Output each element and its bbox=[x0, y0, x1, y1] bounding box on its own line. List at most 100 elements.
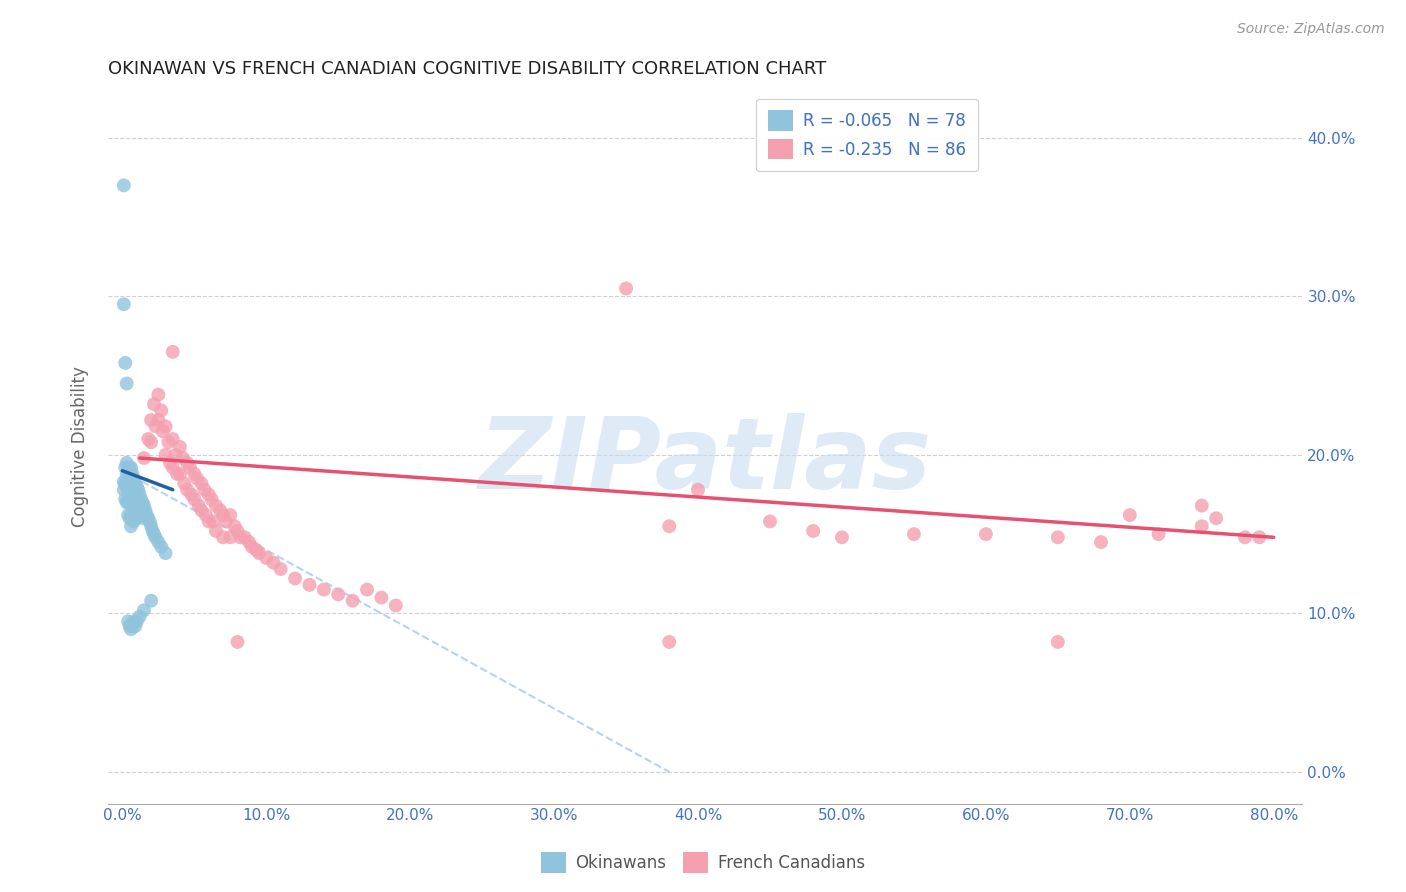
Point bbox=[121, 467, 143, 481]
Point bbox=[1191, 499, 1213, 513]
Point bbox=[121, 499, 143, 513]
Point bbox=[155, 448, 177, 462]
Point bbox=[131, 508, 153, 522]
Point bbox=[120, 495, 142, 509]
Point bbox=[128, 609, 150, 624]
Point bbox=[117, 508, 139, 522]
Point bbox=[129, 503, 152, 517]
Point bbox=[117, 460, 139, 475]
Point bbox=[112, 178, 135, 193]
Point bbox=[114, 492, 136, 507]
Point bbox=[157, 435, 180, 450]
Point bbox=[125, 500, 148, 515]
Point bbox=[112, 483, 135, 497]
Point bbox=[190, 476, 212, 491]
Point bbox=[132, 450, 155, 465]
Point bbox=[141, 593, 163, 607]
Point bbox=[212, 508, 235, 522]
Point bbox=[124, 619, 146, 633]
Point bbox=[224, 519, 246, 533]
Point bbox=[128, 499, 150, 513]
Point bbox=[162, 344, 184, 359]
Point bbox=[226, 635, 249, 649]
Point bbox=[120, 519, 142, 533]
Point bbox=[120, 460, 142, 475]
Point bbox=[132, 603, 155, 617]
Point bbox=[238, 535, 260, 549]
Point bbox=[1090, 535, 1112, 549]
Point bbox=[122, 503, 145, 517]
Point bbox=[115, 467, 138, 481]
Point bbox=[247, 546, 270, 560]
Point bbox=[124, 487, 146, 501]
Point bbox=[212, 530, 235, 544]
Point bbox=[1249, 530, 1271, 544]
Point bbox=[136, 432, 159, 446]
Point bbox=[114, 460, 136, 475]
Point bbox=[186, 472, 208, 486]
Point bbox=[117, 472, 139, 486]
Point bbox=[145, 419, 167, 434]
Point bbox=[172, 450, 194, 465]
Point bbox=[202, 515, 225, 529]
Point bbox=[115, 376, 138, 391]
Point bbox=[169, 440, 191, 454]
Point bbox=[219, 508, 242, 522]
Point bbox=[134, 503, 156, 517]
Point bbox=[219, 530, 242, 544]
Text: OKINAWAN VS FRENCH CANADIAN COGNITIVE DISABILITY CORRELATION CHART: OKINAWAN VS FRENCH CANADIAN COGNITIVE DI… bbox=[108, 60, 827, 78]
Point bbox=[122, 615, 145, 629]
Point bbox=[118, 483, 141, 497]
Point bbox=[115, 456, 138, 470]
Point bbox=[1191, 519, 1213, 533]
Point bbox=[121, 487, 143, 501]
Point bbox=[686, 483, 709, 497]
Legend: R = -0.065   N = 78, R = -0.235   N = 86: R = -0.065 N = 78, R = -0.235 N = 86 bbox=[756, 99, 977, 171]
Point bbox=[197, 487, 219, 501]
Point bbox=[1119, 508, 1142, 522]
Point bbox=[114, 476, 136, 491]
Point bbox=[209, 503, 232, 517]
Point bbox=[312, 582, 335, 597]
Point bbox=[129, 492, 152, 507]
Point bbox=[159, 456, 181, 470]
Point bbox=[342, 593, 364, 607]
Point bbox=[658, 635, 681, 649]
Point bbox=[270, 562, 292, 576]
Point bbox=[193, 483, 215, 497]
Point bbox=[131, 495, 153, 509]
Point bbox=[759, 515, 782, 529]
Point bbox=[117, 483, 139, 497]
Point bbox=[229, 530, 252, 544]
Point bbox=[127, 483, 149, 497]
Point bbox=[120, 622, 142, 636]
Point bbox=[974, 527, 997, 541]
Point bbox=[120, 472, 142, 486]
Point bbox=[142, 524, 165, 538]
Point bbox=[370, 591, 392, 605]
Point bbox=[115, 495, 138, 509]
Point bbox=[118, 511, 141, 525]
Point bbox=[143, 397, 166, 411]
Point bbox=[215, 515, 238, 529]
Point bbox=[143, 527, 166, 541]
Y-axis label: Cognitive Disability: Cognitive Disability bbox=[72, 367, 89, 527]
Point bbox=[117, 615, 139, 629]
Point bbox=[121, 619, 143, 633]
Point bbox=[194, 508, 217, 522]
Point bbox=[124, 511, 146, 525]
Point bbox=[132, 499, 155, 513]
Point bbox=[121, 511, 143, 525]
Point bbox=[183, 467, 205, 481]
Point bbox=[125, 511, 148, 525]
Point bbox=[136, 511, 159, 525]
Point bbox=[150, 403, 173, 417]
Point bbox=[1046, 530, 1069, 544]
Point bbox=[205, 524, 228, 538]
Point bbox=[162, 432, 184, 446]
Point bbox=[240, 540, 263, 554]
Point bbox=[1233, 530, 1256, 544]
Point bbox=[1205, 511, 1227, 525]
Point bbox=[356, 582, 378, 597]
Point bbox=[115, 479, 138, 493]
